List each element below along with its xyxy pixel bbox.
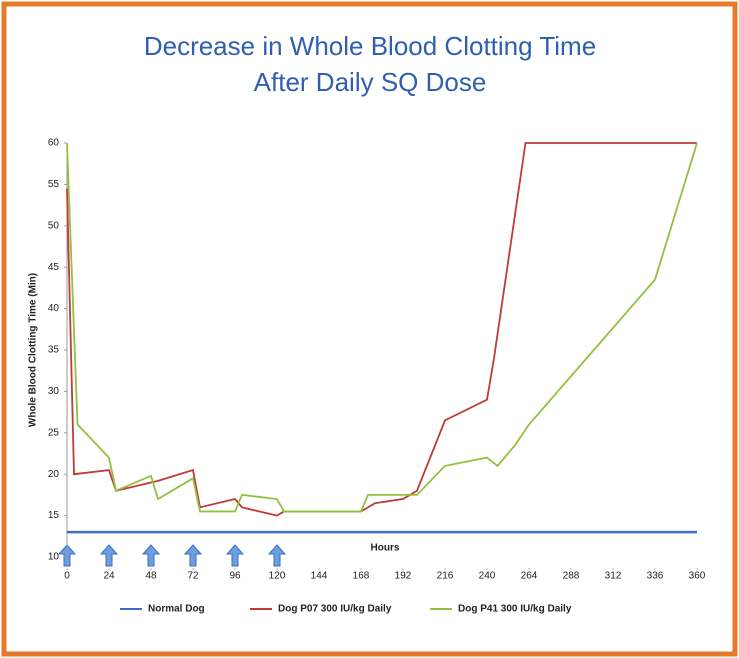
x-tick-label: 192 xyxy=(395,571,412,582)
x-tick-label: 120 xyxy=(269,571,286,582)
y-tick-label: 45 xyxy=(48,262,60,273)
y-tick-label: 40 xyxy=(48,303,60,314)
y-tick-label: 55 xyxy=(48,179,60,190)
x-tick-label: 336 xyxy=(647,571,664,582)
dose-arrows xyxy=(57,544,287,567)
chart-title: After Daily SQ Dose xyxy=(254,67,487,97)
legend-label: Dog P41 300 IU/kg Daily xyxy=(458,604,572,615)
x-tick-label: 360 xyxy=(689,571,706,582)
x-tick-label: 264 xyxy=(521,571,538,582)
dose-arrow xyxy=(225,544,245,567)
dose-arrow xyxy=(99,544,119,567)
y-tick-label: 30 xyxy=(48,386,60,397)
y-tick-label: 20 xyxy=(48,469,60,480)
x-tick-label: 288 xyxy=(563,571,580,582)
x-tick-label: 72 xyxy=(187,571,199,582)
series-line xyxy=(66,142,698,513)
x-tick-label: 96 xyxy=(229,571,241,582)
y-tick-label: 15 xyxy=(48,510,60,521)
y-tick-label: 60 xyxy=(48,138,60,149)
x-tick-label: 168 xyxy=(353,571,370,582)
dose-arrow xyxy=(267,544,287,567)
y-tick-label: 35 xyxy=(48,345,60,356)
x-tick-label: 312 xyxy=(605,571,622,582)
x-axis-label: Hours xyxy=(371,543,400,554)
chart-title: Decrease in Whole Blood Clotting Time xyxy=(144,31,596,61)
dose-arrow xyxy=(183,544,203,567)
x-tick-label: 144 xyxy=(311,571,328,582)
y-axis-label: Whole Blood Clotting Time (Min) xyxy=(28,273,39,427)
y-tick-label: 25 xyxy=(48,427,60,438)
x-tick-label: 216 xyxy=(437,571,454,582)
x-tick-label: 240 xyxy=(479,571,496,582)
x-tick-label: 24 xyxy=(103,571,115,582)
y-tick-label: 50 xyxy=(48,220,60,231)
y-tick-label: 10 xyxy=(48,552,60,563)
dose-arrow xyxy=(141,544,161,567)
x-tick-label: 48 xyxy=(145,571,157,582)
legend-label: Normal Dog xyxy=(148,604,205,615)
x-tick-label: 0 xyxy=(64,571,70,582)
legend-label: Dog P07 300 IU/kg Daily xyxy=(278,604,392,615)
